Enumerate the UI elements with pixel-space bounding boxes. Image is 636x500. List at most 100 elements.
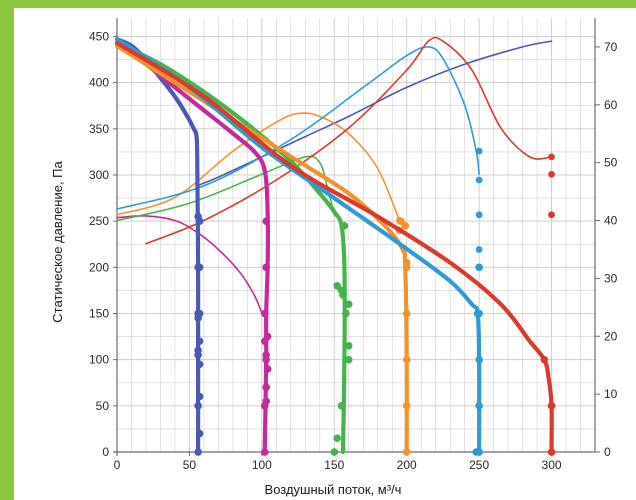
- y-tick-label: 50: [96, 399, 110, 413]
- data-point-marker: [402, 448, 411, 456]
- data-point-marker: [475, 355, 483, 364]
- series-group: [114, 36, 556, 456]
- data-point-marker: [475, 448, 483, 456]
- data-point-marker: [475, 263, 483, 272]
- power-curve-line: [116, 112, 401, 222]
- y-tick-label: 300: [89, 168, 109, 182]
- y2-tick-label: 10: [604, 387, 618, 401]
- y-tick-label: 350: [89, 122, 109, 136]
- series-power: [145, 36, 555, 245]
- data-point-marker: [337, 402, 346, 410]
- data-point-marker: [475, 402, 483, 410]
- data-point-marker: [333, 434, 341, 442]
- green-frame-top: [0, 0, 636, 8]
- data-point-marker: [194, 309, 202, 318]
- data-point-marker: [262, 397, 270, 406]
- data-point-marker: [344, 355, 353, 364]
- data-point-marker: [475, 211, 483, 219]
- data-point-marker: [342, 309, 350, 318]
- pressure-curve-line: [114, 37, 201, 455]
- y2-tick-label: 40: [604, 214, 618, 228]
- data-point-marker: [194, 212, 202, 221]
- data-point-marker: [475, 246, 483, 253]
- data-point-marker: [194, 346, 202, 355]
- pressure-curve-line: [114, 40, 347, 455]
- x-tick-label: 0: [114, 458, 121, 472]
- data-point-marker: [548, 211, 555, 219]
- data-point-marker: [475, 147, 483, 155]
- x-axis-title: Воздушный поток, м³/ч: [265, 482, 402, 497]
- y2-tick-label: 0: [604, 445, 611, 459]
- data-point-marker: [260, 448, 269, 456]
- data-point-marker: [260, 309, 269, 318]
- x-tick-label: 300: [542, 458, 562, 472]
- x-tick-label: 150: [324, 458, 344, 472]
- power-curve-line: [145, 36, 553, 245]
- x-tick-label: 250: [469, 458, 489, 472]
- y-tick-label: 450: [89, 29, 109, 43]
- y-axis-title: Статическое давление, Па: [50, 161, 65, 323]
- power-curve-line: [116, 155, 336, 222]
- power-curve-line: [195, 40, 553, 187]
- data-point-marker: [194, 448, 202, 456]
- green-frame-left: [0, 0, 14, 500]
- y-tick-label: 200: [89, 260, 109, 274]
- series-power: [116, 215, 263, 314]
- data-point-marker: [402, 355, 411, 364]
- data-point-marker: [263, 332, 272, 341]
- data-point-marker: [547, 448, 556, 456]
- series-power: [116, 155, 336, 222]
- series-pressure: [114, 37, 483, 456]
- data-point-marker: [262, 351, 270, 359]
- power-curve-line: [116, 215, 263, 314]
- y-tick-label: 100: [89, 353, 109, 367]
- data-point-marker: [397, 217, 405, 225]
- data-point-marker: [475, 176, 483, 184]
- x-tick-label: 100: [252, 458, 272, 472]
- y-tick-label: 0: [102, 445, 109, 459]
- data-point-marker: [195, 360, 204, 369]
- data-point-marker: [195, 337, 204, 345]
- y2-tick-label: 50: [604, 156, 618, 170]
- data-point-marker: [548, 170, 555, 178]
- data-point-marker: [340, 221, 349, 230]
- data-point-marker: [262, 217, 270, 225]
- y2-tick-label: 20: [604, 329, 618, 343]
- data-point-marker: [547, 402, 556, 410]
- pressure-curve-line: [114, 37, 482, 455]
- pressure-curve-line: [114, 43, 270, 455]
- y-tick-label: 400: [89, 76, 109, 90]
- data-point-marker: [344, 342, 353, 350]
- data-point-marker: [473, 309, 482, 318]
- series-pressure: [114, 40, 353, 456]
- x-tick-label: 200: [397, 458, 417, 472]
- data-point-marker: [330, 448, 339, 456]
- y-tick-label: 250: [89, 214, 109, 228]
- y2-tick-label: 70: [604, 40, 618, 54]
- y2-tick-label: 30: [604, 271, 618, 285]
- data-point-marker: [402, 258, 411, 267]
- data-point-marker: [402, 402, 411, 410]
- series-pressure: [114, 43, 272, 456]
- y2-tick-label: 60: [604, 98, 618, 112]
- pressure-curve-line: [114, 40, 554, 455]
- data-point-marker: [548, 153, 555, 161]
- data-point-marker: [333, 281, 341, 290]
- tick-labels: 0 50 100 150 200 250 3000501001502002503003504…: [89, 29, 618, 472]
- data-point-marker: [402, 309, 411, 318]
- data-point-marker: [344, 300, 353, 309]
- x-tick-label: 50: [183, 458, 197, 472]
- data-point-marker: [263, 365, 272, 373]
- data-point-marker: [540, 355, 549, 364]
- series-pressure: [114, 40, 556, 456]
- data-point-marker: [262, 383, 270, 392]
- data-point-marker: [194, 402, 202, 410]
- y-tick-label: 150: [89, 306, 109, 320]
- power-curve-line: [116, 46, 480, 210]
- data-point-marker: [194, 263, 202, 272]
- series-power: [116, 46, 483, 253]
- data-point-marker: [195, 429, 204, 438]
- series-power: [195, 40, 553, 187]
- data-point-marker: [262, 263, 270, 272]
